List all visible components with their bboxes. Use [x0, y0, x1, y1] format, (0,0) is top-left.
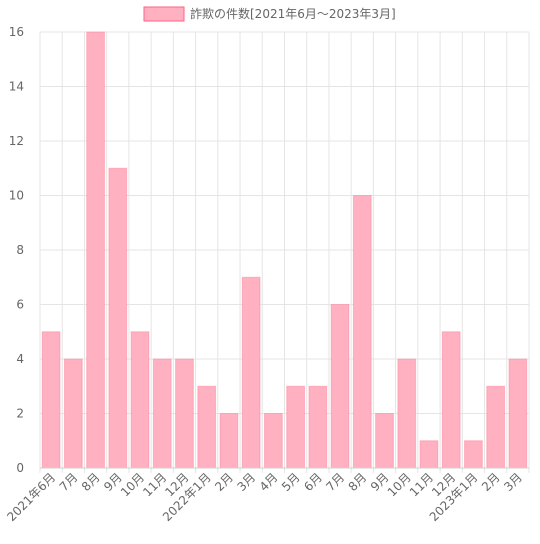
bar[interactable] [441, 331, 461, 469]
x-tick-label: 2月 [479, 470, 503, 494]
bar[interactable] [197, 385, 217, 469]
bar[interactable] [241, 276, 261, 469]
bar[interactable] [219, 413, 239, 469]
x-tick-label: 2021年6月 [4, 470, 58, 524]
x-tick-label: 10月 [118, 470, 147, 499]
bar[interactable] [175, 358, 194, 469]
x-tick-label: 4月 [257, 470, 281, 494]
x-tick-label: 2月 [212, 470, 236, 494]
y-tick-label: 16 [9, 25, 24, 39]
y-tick-label: 4 [16, 352, 24, 366]
x-tick-label: 3月 [501, 470, 525, 494]
x-tick-label: 11月 [140, 470, 169, 499]
y-tick-label: 10 [9, 189, 24, 203]
x-tick-label: 6月 [301, 470, 325, 494]
x-tick-label: 7月 [57, 470, 81, 494]
bar[interactable] [308, 385, 328, 469]
bar[interactable] [508, 358, 528, 469]
x-tick-label: 3月 [234, 470, 258, 494]
x-tick-label: 5月 [279, 470, 303, 494]
bar[interactable] [86, 31, 105, 469]
x-tick-label: 10月 [385, 470, 414, 499]
y-axis: 0 2 4 6 8 10 12 14 16 [9, 25, 24, 475]
legend-swatch [143, 6, 185, 22]
y-tick-label: 14 [9, 80, 24, 94]
legend-label: 詐欺の件数[2021年6月～2023年3月] [190, 6, 396, 21]
legend[interactable]: 詐欺の件数[2021年6月～2023年3月] [143, 6, 396, 22]
x-tick-label: 7月 [323, 470, 347, 494]
x-tick-label: 11月 [407, 470, 436, 499]
bar[interactable] [286, 385, 306, 469]
y-tick-label: 8 [16, 243, 24, 257]
bar[interactable] [152, 358, 172, 469]
bar[interactable] [63, 358, 83, 469]
bar[interactable] [330, 304, 350, 469]
bars [41, 31, 528, 469]
y-tick-label: 12 [9, 134, 24, 148]
y-tick-label: 2 [16, 407, 24, 421]
bar[interactable] [263, 413, 283, 469]
bar[interactable] [375, 413, 394, 469]
bar[interactable] [352, 195, 372, 469]
bar[interactable] [397, 358, 417, 469]
x-tick-label: 8月 [79, 470, 103, 494]
bar[interactable] [41, 331, 61, 469]
bar[interactable] [130, 331, 150, 469]
bar[interactable] [486, 385, 506, 469]
bar[interactable] [108, 167, 128, 469]
bar[interactable] [464, 440, 483, 469]
x-axis: 2021年6月7月8月9月10月11月12月2022年1月2月3月4月5月6月7… [4, 467, 529, 524]
y-tick-label: 0 [16, 461, 24, 475]
y-tick-label: 6 [16, 298, 24, 312]
x-tick-label: 8月 [346, 470, 370, 494]
bar[interactable] [419, 440, 439, 469]
